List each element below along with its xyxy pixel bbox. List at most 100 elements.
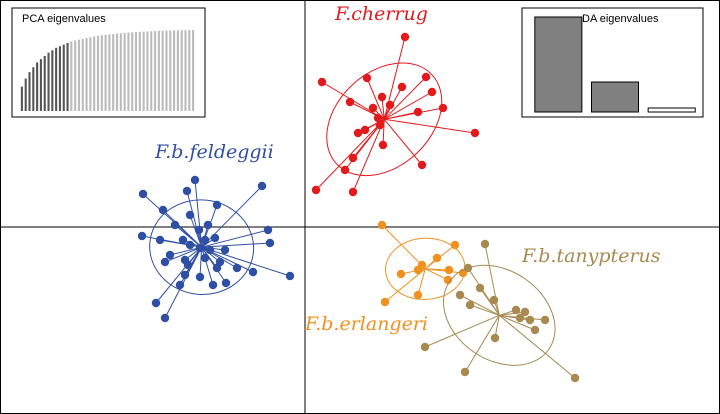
spoke [384, 268, 426, 303]
bar [188, 30, 191, 111]
point [520, 307, 530, 317]
point [377, 92, 387, 102]
point [178, 235, 188, 245]
point [165, 250, 175, 260]
bar [165, 30, 168, 111]
spoke [425, 268, 464, 274]
point [511, 305, 521, 315]
point [421, 72, 431, 82]
point [180, 270, 190, 280]
group-ellipse [326, 62, 443, 177]
bar [104, 34, 107, 111]
point [413, 265, 423, 275]
bar [55, 47, 58, 111]
point [530, 325, 540, 335]
bar [115, 33, 119, 111]
bar [51, 50, 54, 111]
point [205, 245, 215, 255]
point [257, 181, 267, 191]
point [465, 300, 475, 310]
point [420, 342, 430, 352]
inset-title: PCA eigenvalues [22, 13, 106, 25]
inset-title: DA eigenvalues [582, 13, 659, 25]
spoke [424, 314, 500, 348]
spoke [417, 268, 426, 296]
point [137, 231, 147, 241]
point [525, 315, 535, 325]
point [158, 205, 168, 215]
bar [647, 107, 696, 113]
point [397, 82, 407, 92]
bar [28, 72, 31, 111]
bar [43, 55, 46, 111]
group-ellipse [442, 264, 556, 366]
group-label: F.b.erlangeri [304, 313, 428, 335]
point [463, 263, 473, 273]
bar [146, 31, 149, 111]
spoke [469, 304, 500, 316]
point [248, 267, 258, 277]
bar [47, 52, 50, 111]
bar [180, 30, 183, 112]
bar [32, 67, 35, 111]
group-ellipse [149, 199, 255, 295]
bar [157, 30, 160, 112]
spoke [199, 247, 203, 278]
spoke [194, 179, 203, 248]
point [413, 290, 423, 300]
point [212, 200, 222, 210]
spoke [459, 294, 500, 316]
bar [176, 30, 179, 112]
spoke [498, 314, 576, 379]
point [570, 373, 580, 383]
spoke [383, 76, 427, 120]
point [444, 265, 454, 275]
bar [85, 38, 88, 111]
point [190, 175, 200, 185]
bar [134, 32, 138, 111]
point [432, 253, 442, 263]
bar [112, 34, 115, 111]
point [263, 225, 273, 235]
point [348, 153, 358, 163]
point [438, 103, 448, 113]
bar [131, 32, 134, 111]
spoke [381, 224, 426, 270]
bar [77, 39, 81, 111]
bar [89, 37, 92, 111]
point [396, 269, 406, 279]
point [185, 210, 195, 220]
bar [66, 42, 69, 111]
spoke [384, 118, 476, 134]
spoke [201, 229, 269, 248]
point [450, 240, 460, 250]
bar [123, 32, 126, 111]
spoke [425, 268, 449, 281]
spoke [366, 77, 385, 120]
bar [142, 31, 145, 111]
point [194, 225, 204, 235]
point [515, 313, 525, 323]
point [138, 189, 148, 199]
point [470, 128, 480, 138]
spoke [201, 247, 214, 286]
point [455, 290, 465, 300]
point [265, 238, 275, 248]
point [417, 160, 427, 170]
point [540, 315, 550, 325]
bar [74, 40, 77, 111]
bar [169, 30, 172, 111]
point [175, 280, 185, 290]
spoke [162, 209, 202, 248]
bar [24, 78, 27, 111]
bar [192, 30, 195, 111]
point [460, 367, 470, 377]
point [311, 185, 321, 195]
point [200, 253, 210, 263]
point [220, 245, 230, 255]
point [377, 220, 387, 230]
spoke [315, 118, 385, 191]
point [200, 235, 210, 245]
spoke [499, 314, 536, 331]
